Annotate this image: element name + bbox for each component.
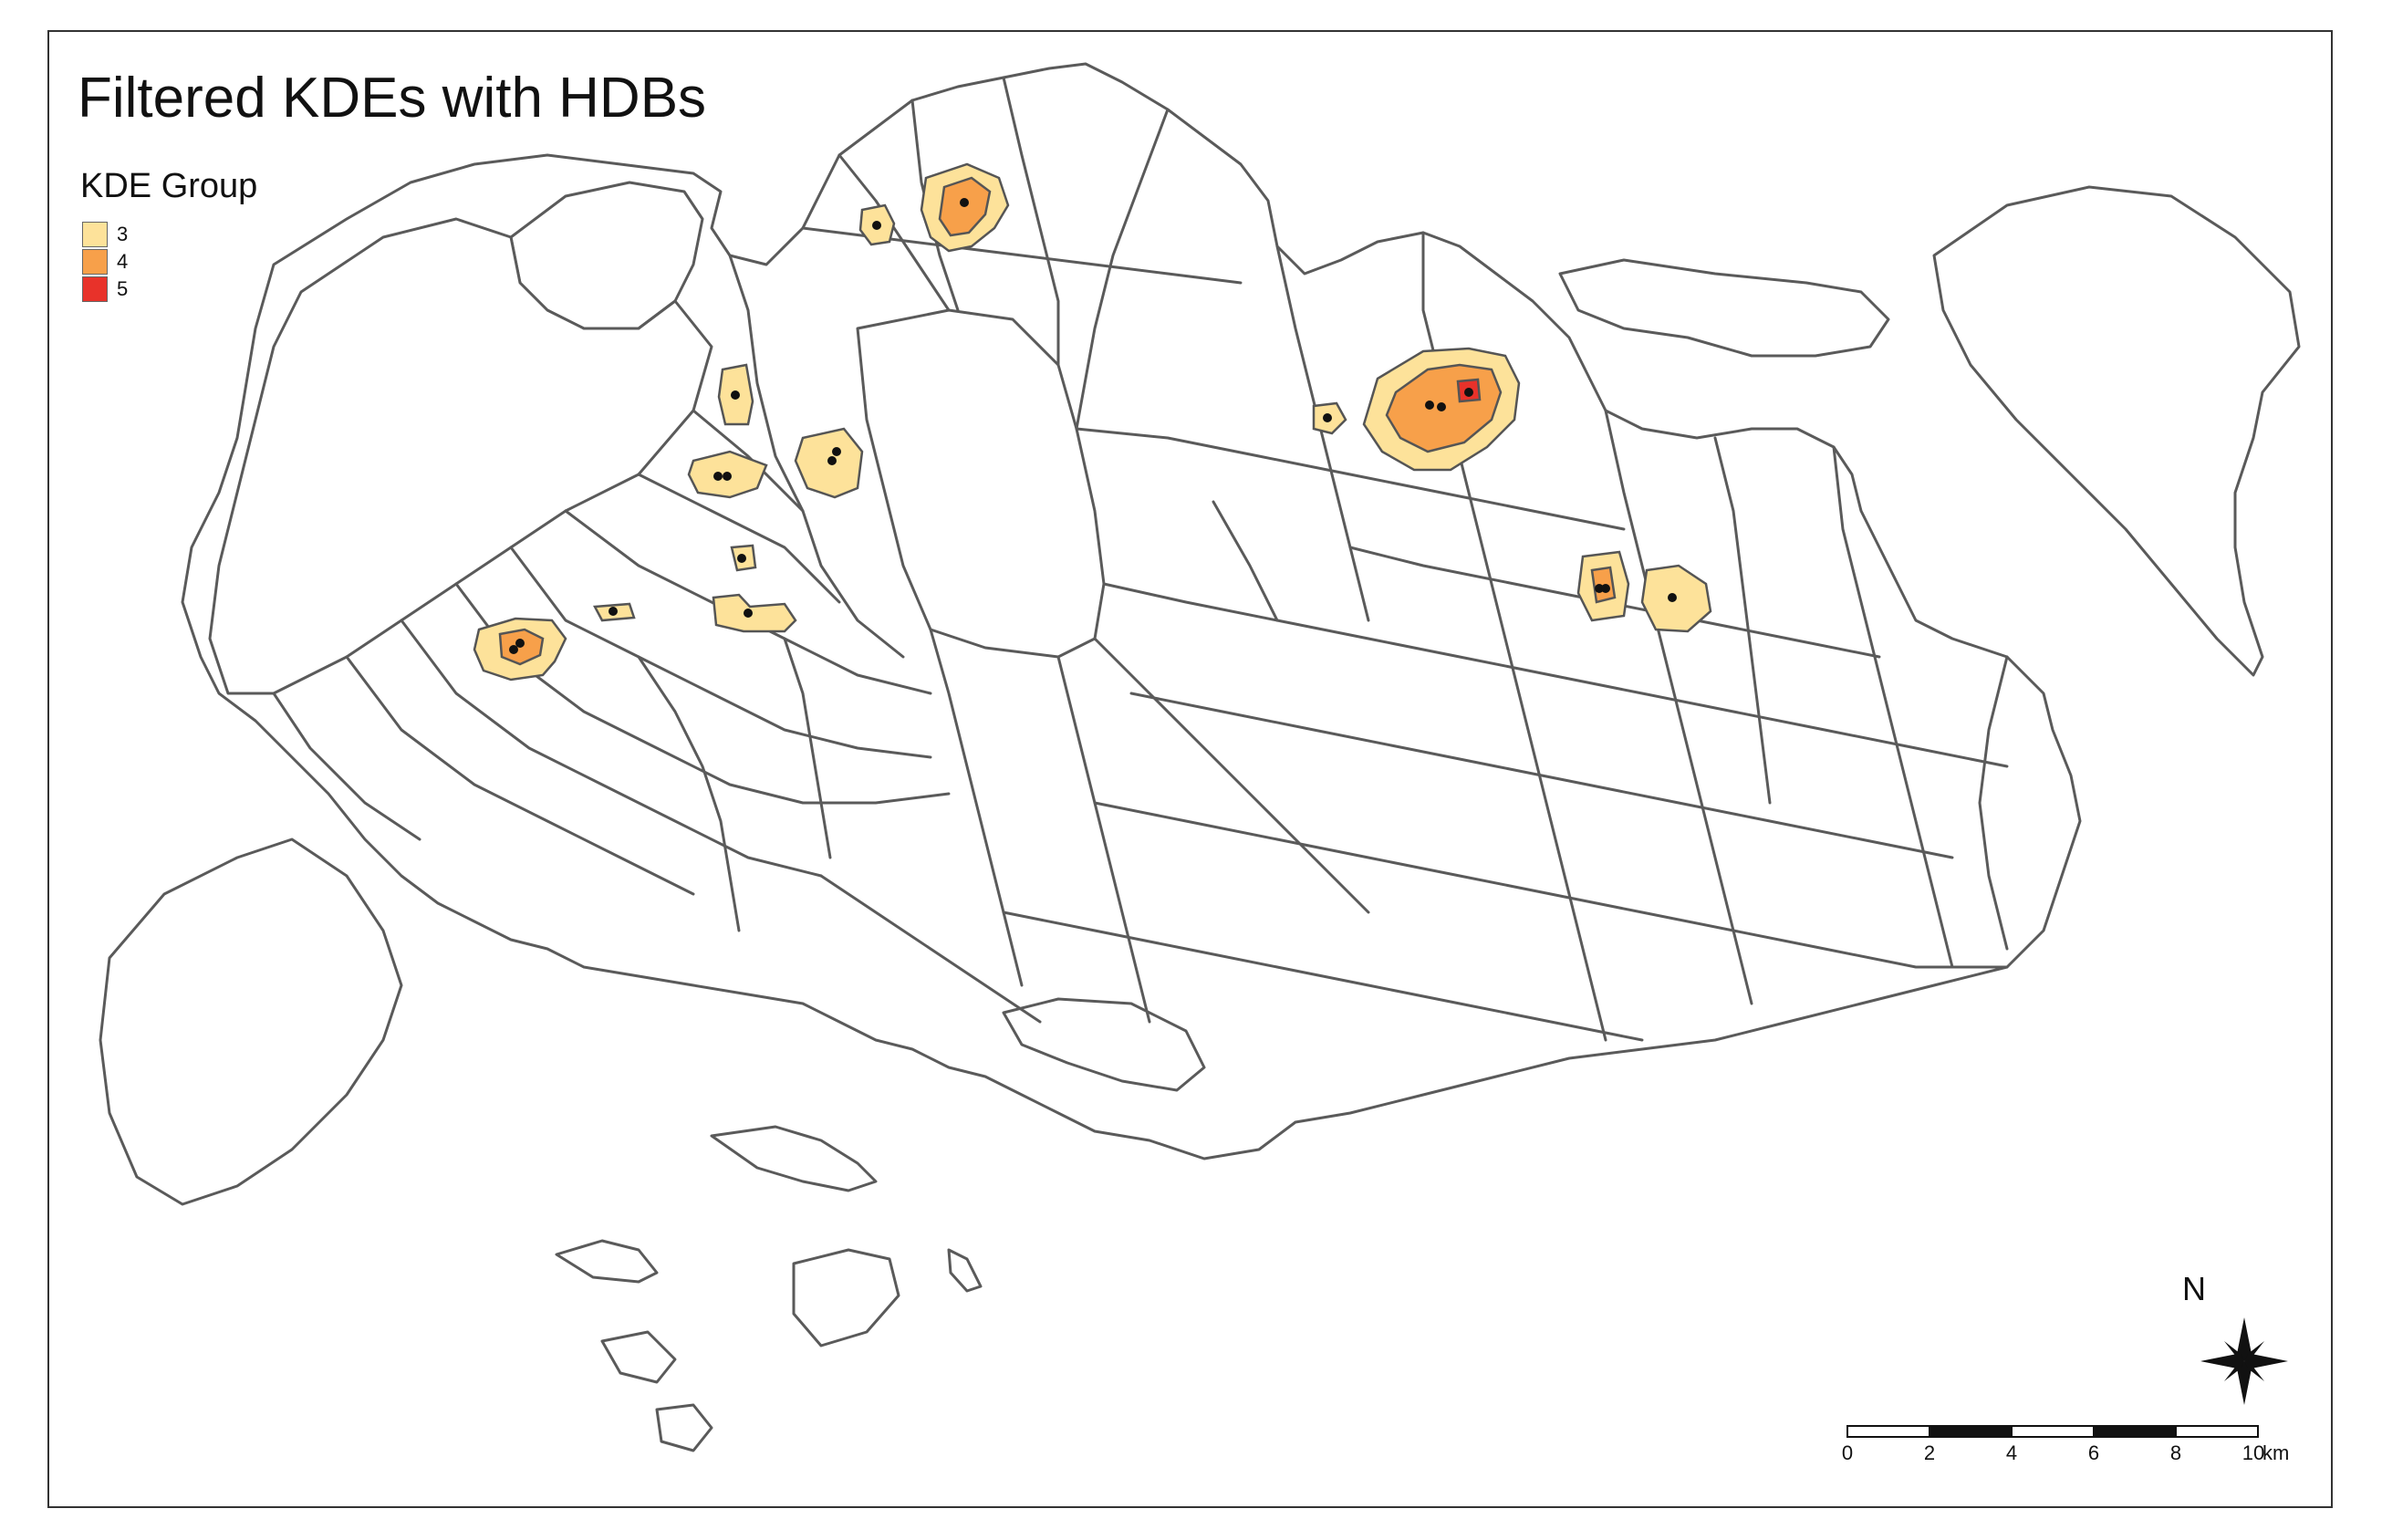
zone-island-f[interactable]	[947, 1248, 983, 1293]
zone-jurong-island[interactable]	[99, 838, 403, 1206]
map-title: Filtered KDEs with HDBs	[78, 67, 707, 130]
scale-bar	[1846, 1425, 2259, 1438]
hdb-point[interactable]	[1425, 401, 1434, 410]
hdb-point[interactable]	[1323, 413, 1332, 422]
scale-tick-label: 0	[1841, 1441, 1854, 1464]
legend-label: 4	[117, 250, 129, 273]
hdb-point[interactable]	[723, 472, 732, 481]
hdb-point[interactable]	[1601, 584, 1610, 593]
scale-tick-label: 4	[2005, 1441, 2018, 1464]
legend-swatch	[82, 222, 108, 247]
hdb-point[interactable]	[737, 554, 746, 563]
hdb-point[interactable]	[1464, 388, 1473, 397]
zone-sentosa[interactable]	[1002, 997, 1206, 1092]
hdb-points	[509, 198, 1677, 654]
legend-swatch	[82, 276, 108, 302]
north-arrow-icon	[2200, 1317, 2288, 1405]
hdb-point[interactable]	[515, 639, 525, 648]
hdb-point[interactable]	[609, 607, 618, 616]
legend-swatch	[82, 249, 108, 275]
hdb-point[interactable]	[731, 390, 740, 400]
hdb-point[interactable]	[1668, 593, 1677, 602]
zone-island-e[interactable]	[655, 1403, 713, 1452]
hdb-point[interactable]	[827, 456, 837, 465]
legend-title: KDE Group	[80, 167, 258, 205]
hdb-point[interactable]	[872, 221, 881, 230]
hdb-point[interactable]	[832, 447, 841, 456]
legend-item-5: 5	[82, 276, 128, 303]
kde-group3-g[interactable]	[712, 593, 797, 633]
hdb-point[interactable]	[1437, 402, 1446, 411]
zone-pulau-ubin[interactable]	[1558, 258, 1890, 358]
legend-label: 5	[117, 277, 129, 300]
north-label: N	[2182, 1270, 2206, 1307]
zone-pulau-tekong[interactable]	[1932, 185, 2301, 677]
legend-item-3: 3	[82, 221, 128, 248]
scale-tick-label: 2	[1923, 1441, 1936, 1464]
hdb-point[interactable]	[960, 198, 969, 207]
hdb-point[interactable]	[713, 472, 723, 481]
hdb-point[interactable]	[1595, 584, 1604, 593]
hdb-point[interactable]	[509, 645, 518, 654]
zone-island-b[interactable]	[555, 1239, 659, 1284]
legend-label: 3	[117, 223, 129, 245]
zone-island-c[interactable]	[792, 1248, 900, 1348]
scale-unit: km	[2262, 1441, 2290, 1464]
scale-tick-label: 8	[2169, 1441, 2182, 1464]
legend-item-4: 4	[82, 248, 128, 276]
hdb-point[interactable]	[744, 609, 753, 618]
scale-tick-label: 10	[2242, 1441, 2265, 1464]
zone-island-d[interactable]	[600, 1330, 677, 1384]
zone-island-a[interactable]	[710, 1125, 878, 1192]
scale-tick-label: 6	[2087, 1441, 2100, 1464]
